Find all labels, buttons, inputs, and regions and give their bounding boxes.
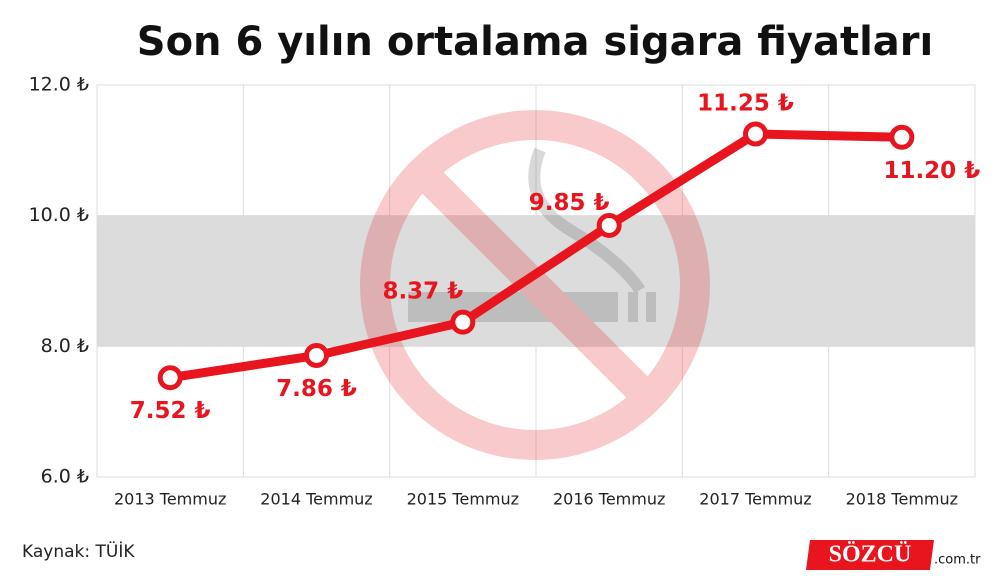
point [596, 212, 622, 238]
logo: SÖZCÜ [829, 542, 912, 568]
source: Kaynak: TÜİK [22, 540, 135, 562]
x-tick-label: 2015 Temmuz [407, 490, 519, 509]
point [157, 365, 183, 391]
point [304, 342, 329, 368]
y-tick-label: 8.0 ₺ [41, 335, 89, 357]
value-label: 11.20 ₺ [883, 158, 980, 184]
value-label: 11.25 ₺ [697, 91, 794, 117]
x-tick-label: 2013 Temmuz [114, 490, 226, 509]
y-tick-label: 12.0 ₺ [29, 74, 89, 96]
point [450, 309, 476, 335]
x-tick-label: 2018 Temmuz [846, 490, 958, 509]
y-tick-label: 10.0 ₺ [29, 204, 89, 226]
no-smoking-icon [360, 110, 710, 460]
chart-title: Son 6 yılın ortalama sigara fiyatları [137, 19, 933, 65]
x-tick-label: 2016 Temmuz [553, 490, 665, 509]
y-tick-label: 6.0 ₺ [41, 466, 89, 488]
line [169, 129, 902, 383]
point [743, 121, 768, 147]
value-label: 7.86 ₺ [276, 376, 357, 402]
x-tick-label: 2017 Temmuz [699, 490, 811, 509]
value-label: 9.85 ₺ [529, 190, 610, 216]
value-label: 8.37 ₺ [382, 279, 463, 305]
value-label: 7.52 ₺ [130, 398, 211, 424]
x-tick-label: 2014 Temmuz [260, 490, 372, 509]
logo-bg [806, 540, 934, 570]
point [889, 124, 915, 150]
logo-suffix: .com.tr [934, 553, 981, 568]
